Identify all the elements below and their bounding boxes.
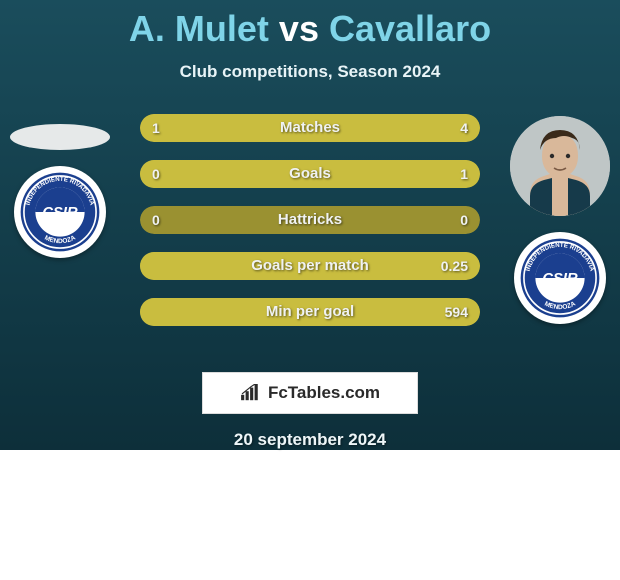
bar-right-value: 594 <box>445 298 468 326</box>
bar-left-value: 1 <box>152 114 160 142</box>
comparison-card: A. Mulet vs Cavallaro Club competitions,… <box>0 0 620 450</box>
stat-bar-row: Matches1 4 <box>140 114 480 142</box>
brand-box[interactable]: FcTables.com <box>202 372 418 414</box>
svg-text:CSIR: CSIR <box>42 205 78 221</box>
player-right-club-badge: CSIR INDEPENDIENTE RIVADAVIA MENDOZA <box>514 232 606 324</box>
stat-bar-row: Min per goal594 <box>140 298 480 326</box>
player-left-avatar <box>10 124 110 150</box>
date-line: 20 september 2024 <box>0 430 620 450</box>
bar-label: Goals <box>140 160 480 188</box>
stat-bars: Matches14Goals01Hattricks00Goals per mat… <box>140 114 480 344</box>
bar-left-value: 0 <box>152 206 160 234</box>
bar-label: Hattricks <box>140 206 480 234</box>
title-player1: A. Mulet <box>129 8 269 49</box>
title-vs: vs <box>279 8 319 49</box>
bar-left-value: 0 <box>152 160 160 188</box>
stat-bar-row: Goals per match0.25 <box>140 252 480 280</box>
stats-arena: CSIR INDEPENDIENTE RIVADAVIA MENDOZA <box>0 106 620 366</box>
stat-bar-row: Hattricks0 0 <box>140 206 480 234</box>
player-left-club-badge: CSIR INDEPENDIENTE RIVADAVIA MENDOZA <box>14 166 106 258</box>
bar-label: Matches <box>140 114 480 142</box>
club-badge-icon: CSIR INDEPENDIENTE RIVADAVIA MENDOZA <box>19 171 101 253</box>
club-badge-icon: CSIR INDEPENDIENTE RIVADAVIA MENDOZA <box>519 237 601 319</box>
player-left-column: CSIR INDEPENDIENTE RIVADAVIA MENDOZA <box>0 106 120 366</box>
page-title: A. Mulet vs Cavallaro <box>0 8 620 50</box>
svg-text:CSIR: CSIR <box>542 271 578 287</box>
bar-label: Min per goal <box>140 298 480 326</box>
bar-right-value: 0.25 <box>441 252 468 280</box>
stat-bar-row: Goals0 1 <box>140 160 480 188</box>
bar-right-value: 1 <box>460 160 468 188</box>
title-player2: Cavallaro <box>329 8 491 49</box>
player-photo-icon <box>510 116 610 216</box>
brand-text: FcTables.com <box>268 383 380 403</box>
player-right-avatar <box>510 116 610 216</box>
bar-label: Goals per match <box>140 252 480 280</box>
bar-right-value: 4 <box>460 114 468 142</box>
subtitle: Club competitions, Season 2024 <box>0 62 620 82</box>
player-right-column: CSIR INDEPENDIENTE RIVADAVIA MENDOZA <box>500 106 620 366</box>
bar-chart-icon <box>240 384 262 402</box>
bar-right-value: 0 <box>460 206 468 234</box>
